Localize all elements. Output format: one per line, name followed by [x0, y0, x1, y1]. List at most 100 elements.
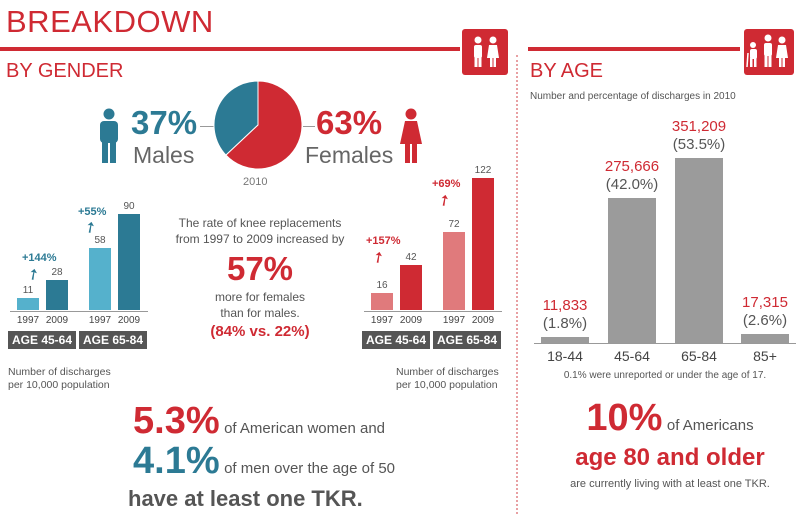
male-year-label: 2009: [117, 315, 141, 326]
male-note-line2: per 10,000 population: [8, 379, 110, 391]
rate-line4: than for males.: [220, 306, 300, 320]
male-up-arrow-icon: ➚: [23, 263, 44, 285]
female-icon: [400, 108, 422, 163]
male-year-label: 1997: [16, 315, 40, 326]
age-bar-percent: (2.6%): [742, 312, 788, 329]
americans-stat: 10% of Americans: [540, 397, 800, 440]
female-change-65-84: +69%: [432, 178, 461, 190]
gender-icon-box: [462, 29, 508, 75]
female-year-label: 2009: [471, 315, 495, 326]
women-stat: 5.3% of American women and: [133, 400, 385, 443]
male-percent: 37%: [131, 104, 198, 141]
age-bar-percent: (53.5%): [672, 136, 726, 153]
female-bar-value: 122: [474, 165, 492, 176]
female-bar: [371, 293, 393, 310]
male-chart-baseline: [10, 311, 148, 312]
male-age-group-label: AGE 45-64: [8, 331, 76, 349]
age-subtitle: BY AGE: [530, 60, 604, 82]
female-year-label: 2009: [399, 315, 423, 326]
rate-line3: more for females: [214, 290, 306, 304]
female-year-label: 1997: [442, 315, 466, 326]
women-percent: 5.3%: [133, 400, 220, 442]
female-chart-baseline: [364, 311, 502, 312]
section-divider: [516, 55, 518, 514]
female-chart-note: Number of discharges per 10,000 populati…: [396, 366, 499, 392]
age-bar: [741, 334, 789, 343]
americans-text: of Americans: [666, 417, 754, 434]
female-label: Females: [305, 142, 394, 168]
male-year-label: 1997: [88, 315, 112, 326]
male-change-45-64: +144%: [22, 252, 57, 264]
age-bar: [675, 158, 723, 343]
male-icon: [100, 108, 118, 163]
age-note: Number and percentage of discharges in 2…: [530, 91, 736, 102]
women-text: of American women and: [224, 420, 385, 437]
pie-slice-females: [225, 80, 303, 170]
female-bar-value: 16: [376, 280, 388, 291]
age-bar-value: 275,666: [604, 158, 660, 175]
male-year-label: 2009: [45, 315, 69, 326]
age-bar-percent: (1.8%): [542, 315, 588, 332]
age-category-label: 18-44: [547, 348, 583, 364]
male-age-group-label: AGE 65-84: [79, 331, 147, 349]
male-chart-note: Number of discharges per 10,000 populati…: [8, 366, 111, 392]
pie-slice-males: [213, 80, 259, 156]
pie-year-label: 2010: [243, 176, 268, 188]
male-connector: [200, 126, 214, 127]
male-bar: [118, 214, 140, 310]
female-age-group-label: AGE 65-84: [433, 331, 501, 349]
rate-line1: The rate of knee replacements: [178, 216, 342, 230]
gender-subtitle: BY GENDER: [6, 60, 124, 82]
male-change-65-84: +55%: [78, 206, 107, 218]
tkr-statement: have at least one TKR.: [128, 486, 363, 511]
male-bar-value: 11: [22, 285, 34, 296]
male-bar: [17, 298, 39, 310]
age-category-label: 45-64: [614, 348, 650, 364]
female-bar-value: 72: [448, 219, 460, 230]
female-year-label: 1997: [370, 315, 394, 326]
female-percent: 63%: [316, 104, 383, 141]
family-icon: [746, 34, 788, 68]
age-value-group: 17,315 (2.6%): [725, 294, 805, 330]
age-header-rule: [528, 47, 740, 51]
age-icon-box: [744, 29, 794, 75]
americans-percent: 10%: [586, 397, 663, 439]
female-age-group-label: AGE 45-64: [362, 331, 430, 349]
female-change-45-64: +157%: [366, 235, 401, 247]
men-stat: 4.1% of men over the age of 50: [133, 440, 395, 483]
age-category-label: 65-84: [681, 348, 717, 364]
age-bar-percent: (42.0%): [605, 176, 659, 193]
rate-increase-text: The rate of knee replacements from 1997 …: [160, 215, 360, 343]
age-80-line: age 80 and older: [575, 444, 765, 471]
female-up-arrow-icon: ➚: [368, 246, 389, 268]
rate-big-percent: 57%: [226, 250, 294, 287]
age-category-label: 85+: [753, 348, 777, 364]
age-footnote: 0.1% were unreported or under the age of…: [563, 370, 767, 381]
age-value-group: 351,209 (53.5%): [659, 118, 739, 154]
age-bar-value: 11,833: [542, 297, 588, 314]
age-value-group: 275,666 (42.0%): [592, 158, 672, 194]
female-note-line1: Number of discharges: [396, 366, 499, 378]
age-bar: [541, 337, 589, 343]
female-bar: [443, 232, 465, 310]
female-up-arrow-icon: ➚: [434, 189, 455, 211]
age-bar-value: 17,315: [742, 294, 788, 311]
men-percent: 4.1%: [133, 440, 220, 482]
rate-line2: from 1997 to 2009 increased by: [175, 232, 345, 246]
male-bar-value: 28: [51, 267, 63, 278]
female-bar: [400, 265, 422, 310]
male-bar-value: 58: [94, 235, 106, 246]
page-title: BREAKDOWN: [6, 4, 214, 39]
male-note-line1: Number of discharges: [8, 366, 111, 378]
male-female-icon: [474, 36, 499, 67]
age-chart-baseline: [534, 343, 796, 344]
age-bar: [608, 198, 656, 343]
living-text: are currently living with at least one T…: [570, 478, 770, 490]
female-connector: [303, 126, 315, 127]
male-bar: [89, 248, 111, 310]
female-bar-value: 42: [405, 252, 417, 263]
age-bar-value: 351,209: [671, 118, 727, 135]
rate-comparison: (84% vs. 22%): [210, 323, 310, 340]
male-bar: [46, 280, 68, 310]
gender-header-rule: [0, 47, 460, 51]
